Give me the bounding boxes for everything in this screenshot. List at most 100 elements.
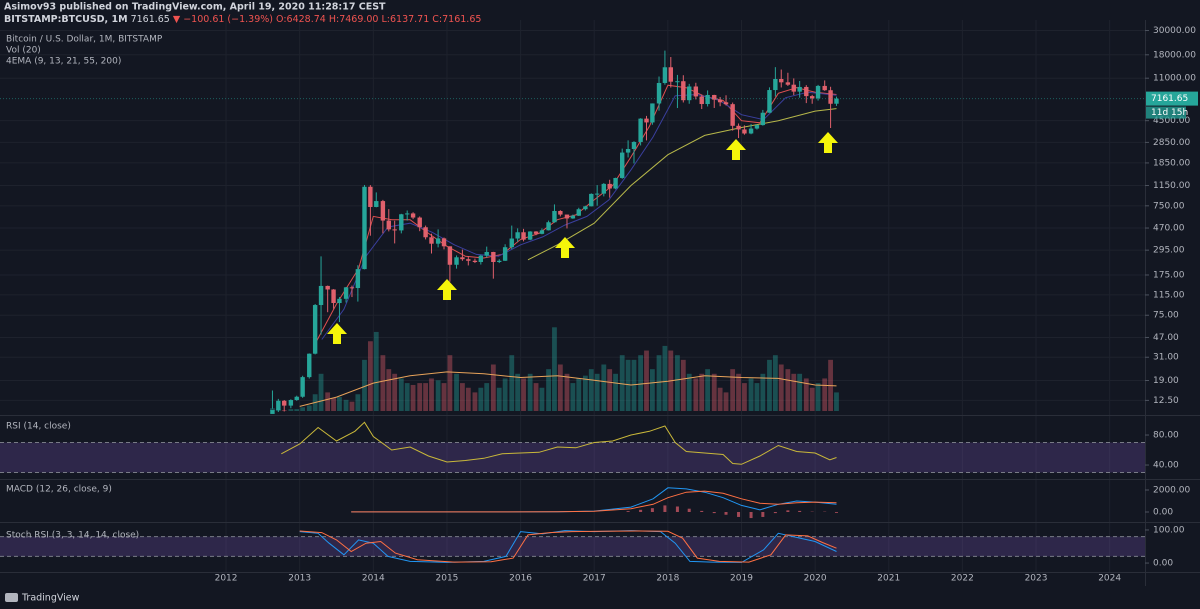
candle-body bbox=[399, 214, 404, 231]
series-line bbox=[299, 530, 837, 563]
histogram-bar bbox=[639, 509, 643, 513]
candle-body bbox=[312, 305, 318, 354]
x-tick-label: 2021 bbox=[877, 574, 900, 584]
volume-bar bbox=[693, 378, 699, 411]
volume-bar bbox=[772, 355, 778, 411]
candle-body bbox=[815, 85, 821, 99]
band bbox=[0, 442, 1145, 473]
y-tick-label: 470.00 bbox=[1153, 224, 1185, 234]
y-tick-label: 2850.00 bbox=[1153, 138, 1190, 148]
volume-bar bbox=[742, 383, 747, 411]
main-legend: Bitcoin / U.S. Dollar, 1M, BITSTAMP bbox=[6, 35, 163, 45]
candle-body bbox=[343, 287, 349, 299]
candle-body bbox=[723, 102, 729, 105]
candle-body bbox=[650, 103, 655, 123]
candle-body bbox=[601, 183, 606, 194]
arrow bbox=[437, 279, 457, 300]
ema-legend: 4EMA (9, 13, 21, 55, 200) bbox=[6, 57, 121, 67]
histogram-bar bbox=[834, 512, 838, 513]
y-tick-label: 19.00 bbox=[1153, 376, 1179, 386]
series-line bbox=[321, 91, 837, 340]
last-price: 7161.65 bbox=[131, 14, 170, 25]
y-tick-label: 80.00 bbox=[1153, 431, 1179, 441]
volume-bar bbox=[435, 380, 441, 411]
candle-body bbox=[631, 141, 637, 149]
volume-bar bbox=[644, 350, 649, 411]
footer-logo: TradingView bbox=[5, 593, 80, 604]
volume-bar bbox=[582, 375, 588, 411]
y-tick-label: 0.00 bbox=[1153, 559, 1173, 569]
price-change: ▼ −100.61 (−1.39%) bbox=[173, 14, 273, 25]
histogram-bar bbox=[773, 512, 777, 514]
candle-body bbox=[491, 251, 496, 262]
histogram-bar bbox=[798, 510, 802, 513]
publish-info: Asimov93 published on TradingView.com, A… bbox=[4, 2, 386, 13]
candle-body bbox=[460, 257, 465, 260]
volume-bar bbox=[619, 355, 625, 411]
x-tick-label: 2015 bbox=[436, 574, 459, 584]
candle-body bbox=[712, 94, 717, 100]
volume-bar bbox=[601, 364, 607, 411]
volume-bar bbox=[822, 378, 828, 411]
countdown-label: 11d 15h bbox=[1151, 108, 1188, 118]
candle-body bbox=[539, 230, 545, 234]
volume-bar bbox=[705, 369, 711, 411]
y-tick-label: 100.00 bbox=[1153, 525, 1185, 535]
volume-bar bbox=[447, 355, 453, 411]
volume-bar bbox=[460, 383, 465, 411]
plot-area bbox=[0, 50, 1145, 563]
volume-bar bbox=[539, 387, 545, 411]
candle-body bbox=[515, 232, 520, 239]
volume-bar bbox=[300, 407, 306, 411]
candle-body bbox=[270, 410, 275, 414]
candle-body bbox=[625, 148, 631, 153]
y-tick-label: 47.00 bbox=[1153, 333, 1179, 343]
candle-body bbox=[767, 90, 772, 113]
volume-bar bbox=[410, 384, 416, 411]
series-line bbox=[527, 108, 837, 261]
volume-bar bbox=[594, 373, 600, 411]
candle-body bbox=[386, 220, 391, 230]
volume-bar bbox=[778, 364, 784, 411]
candle-body bbox=[410, 213, 416, 218]
candle-body bbox=[552, 210, 557, 223]
volume-bar bbox=[723, 392, 729, 411]
candle-body bbox=[337, 298, 342, 304]
volume-bar bbox=[362, 359, 367, 411]
candle-body bbox=[730, 104, 735, 126]
price-tag-label: 7161.65 bbox=[1151, 94, 1188, 104]
y-tick-label: 1850.00 bbox=[1153, 158, 1190, 168]
x-tick-label: 2022 bbox=[951, 574, 974, 584]
y-tick-label: 1150.00 bbox=[1153, 181, 1190, 191]
candle-body bbox=[699, 96, 704, 105]
histogram-bar bbox=[687, 508, 691, 513]
candle-body bbox=[687, 86, 692, 101]
volume-bar bbox=[570, 383, 576, 411]
candle-body bbox=[779, 79, 784, 83]
volume-bar bbox=[649, 369, 655, 411]
volume-bar bbox=[656, 355, 662, 411]
y-tick-label: 115.00 bbox=[1153, 290, 1185, 300]
candle-body bbox=[804, 86, 809, 97]
candle-body bbox=[675, 81, 680, 83]
y-tick-label: 40.00 bbox=[1153, 461, 1179, 471]
volume-bar bbox=[373, 331, 379, 411]
volume-bar bbox=[675, 355, 680, 411]
candle-body bbox=[736, 125, 741, 130]
volume-bar bbox=[607, 369, 613, 411]
histogram-bar bbox=[724, 512, 728, 515]
volume-bar bbox=[496, 387, 502, 411]
volume-bar bbox=[343, 399, 349, 411]
candle-body bbox=[472, 260, 478, 262]
candle-body bbox=[656, 82, 662, 104]
volume-bar bbox=[680, 359, 686, 411]
volume-bar bbox=[484, 383, 490, 411]
volume-bar bbox=[791, 373, 797, 411]
volume-bar bbox=[337, 397, 342, 411]
x-tick-label: 2012 bbox=[215, 574, 238, 584]
volume-bar bbox=[288, 409, 294, 411]
arrow bbox=[555, 237, 575, 258]
candle-body bbox=[318, 285, 324, 306]
logo-icon bbox=[5, 593, 18, 602]
candle-body bbox=[809, 96, 815, 99]
